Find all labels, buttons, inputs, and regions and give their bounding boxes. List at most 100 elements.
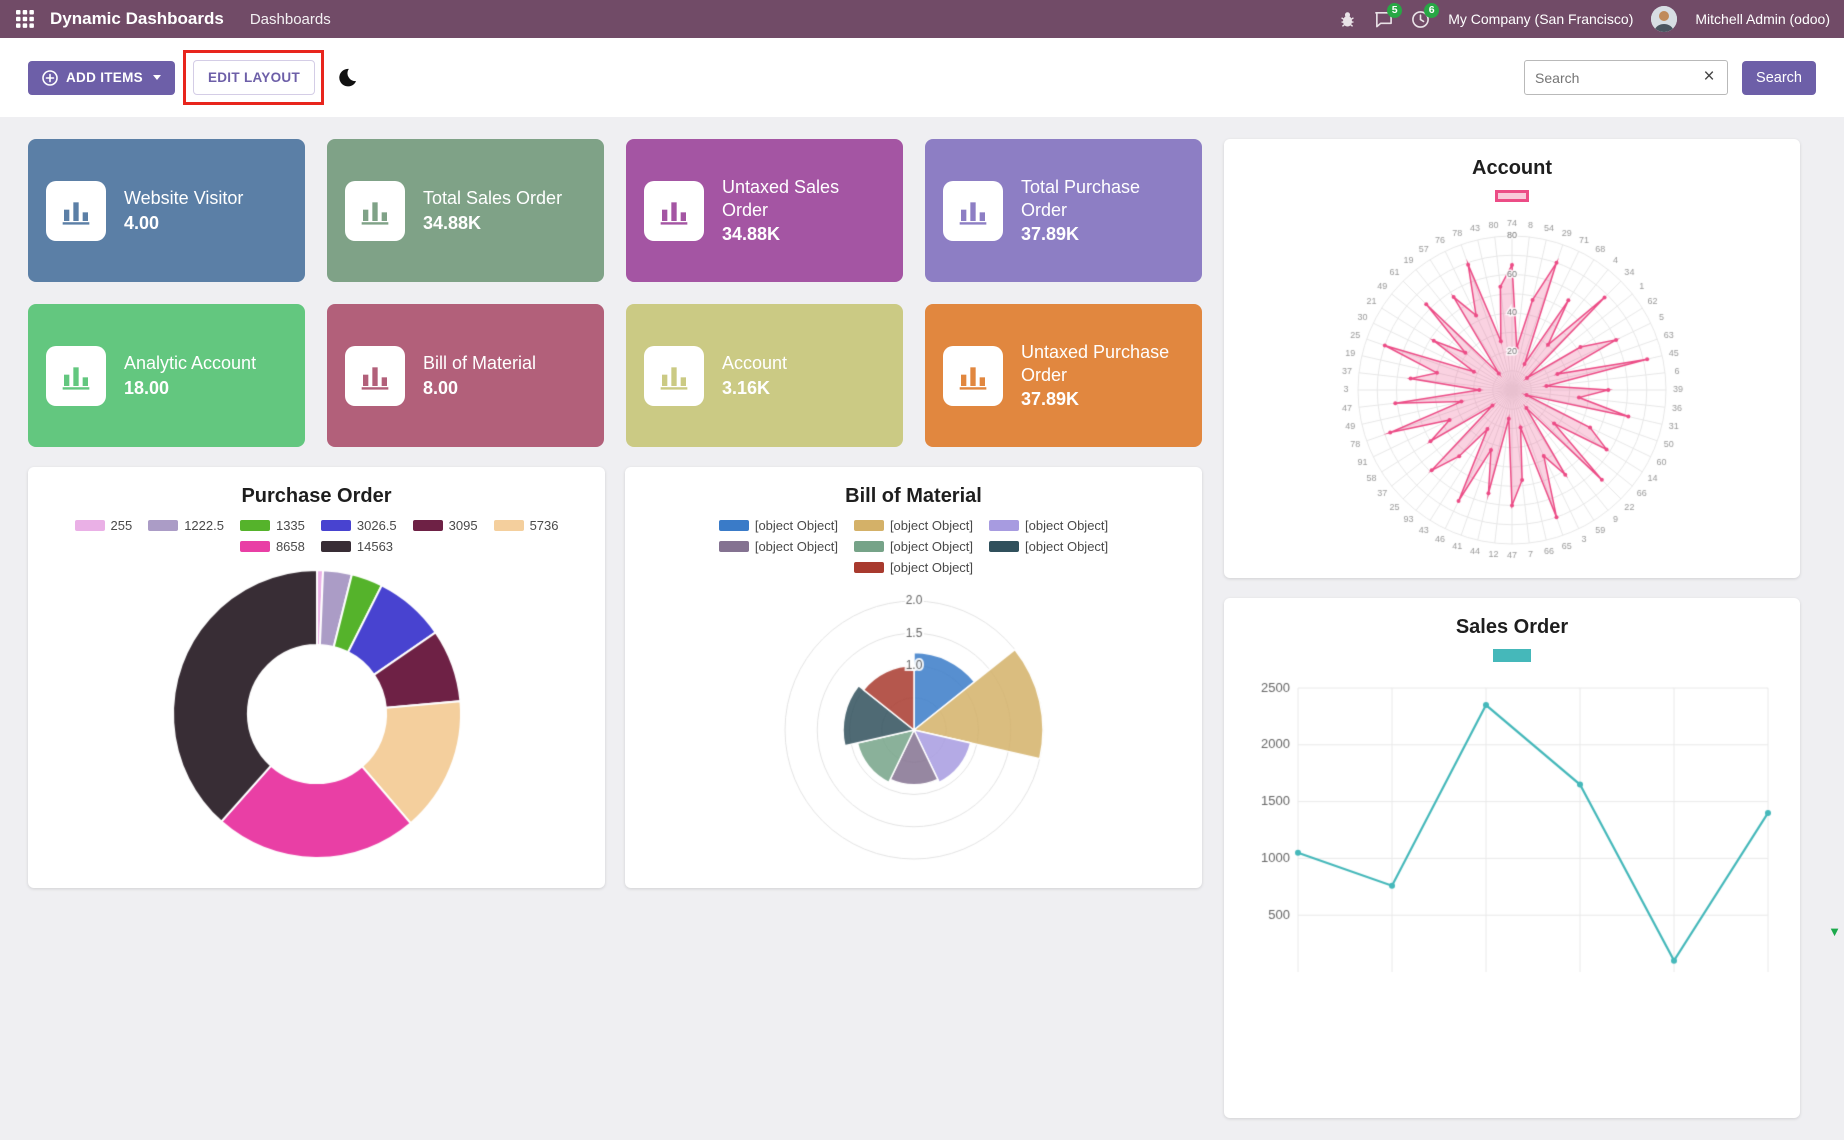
- legend-swatch: [854, 520, 884, 531]
- tile-value: 4.00: [124, 213, 243, 234]
- search-input[interactable]: [1525, 70, 1697, 86]
- legend-swatch: [321, 520, 351, 531]
- tile-value: 37.89K: [1021, 389, 1188, 410]
- legend-item[interactable]: [object Object]: [989, 539, 1108, 554]
- legend-item[interactable]: 3095: [413, 518, 478, 533]
- legend-item[interactable]: [object Object]: [854, 518, 973, 533]
- sales-order-card: Sales Order: [1224, 598, 1800, 1118]
- user-avatar[interactable]: [1651, 6, 1677, 32]
- tile-bill-of-material[interactable]: Bill of Material 8.00: [327, 304, 604, 447]
- purchase-order-legend: 255 1222.5 1335 3026.5 3095 5736 8658 14563: [72, 518, 562, 554]
- legend-swatch: [854, 541, 884, 552]
- legend-item[interactable]: [object Object]: [719, 539, 838, 554]
- legend-swatch: [75, 520, 105, 531]
- kpi-tiles: Website Visitor 4.00 Total Sales Order 3…: [28, 139, 1202, 447]
- legend-label: 14563: [357, 539, 393, 554]
- tile-text: Total Sales Order 34.88K: [423, 187, 562, 234]
- legend-label: [object Object]: [1025, 518, 1108, 533]
- account-card: Account: [1224, 139, 1800, 578]
- tile-title: Untaxed Sales Order: [722, 176, 889, 221]
- dark-mode-toggle[interactable]: [337, 67, 358, 88]
- legend-item[interactable]: 14563: [321, 539, 393, 554]
- tile-total-sales-order[interactable]: Total Sales Order 34.88K: [327, 139, 604, 282]
- search-button[interactable]: Search: [1742, 61, 1816, 95]
- caret-down-icon: [153, 75, 161, 80]
- legend-item[interactable]: 1335: [240, 518, 305, 533]
- bar-chart-icon: [943, 181, 1003, 241]
- menu-dashboards[interactable]: Dashboards: [250, 11, 331, 28]
- sales-order-line-chart[interactable]: [1242, 672, 1782, 1002]
- moon-icon: [337, 67, 358, 88]
- legend-item[interactable]: 8658: [240, 539, 305, 554]
- legend-item[interactable]: [object Object]: [854, 560, 973, 575]
- legend-item[interactable]: [object Object]: [854, 539, 973, 554]
- bar-chart-icon: [345, 181, 405, 241]
- bill-of-material-title: Bill of Material: [641, 485, 1186, 508]
- legend-item[interactable]: 3026.5: [321, 518, 397, 533]
- purchase-order-title: Purchase Order: [44, 485, 589, 508]
- tile-value: 18.00: [124, 378, 256, 399]
- tile-untaxed-sales-order[interactable]: Untaxed Sales Order 34.88K: [626, 139, 903, 282]
- charts-row: Purchase Order 255 1222.5 1335 3026.5 3095 57…: [28, 467, 1202, 888]
- company-switcher[interactable]: My Company (San Francisco): [1448, 11, 1633, 27]
- tile-account[interactable]: Account 3.16K: [626, 304, 903, 447]
- account-legend-swatch[interactable]: [1495, 190, 1529, 202]
- debug-icon[interactable]: [1339, 11, 1356, 28]
- legend-label: [object Object]: [890, 539, 973, 554]
- legend-item[interactable]: [object Object]: [719, 518, 838, 533]
- legend-label: 8658: [276, 539, 305, 554]
- account-radar-chart[interactable]: [1242, 212, 1782, 564]
- legend-item[interactable]: [object Object]: [989, 518, 1108, 533]
- user-menu[interactable]: Mitchell Admin (odoo): [1695, 11, 1830, 27]
- legend-swatch: [989, 541, 1019, 552]
- legend-swatch: [148, 520, 178, 531]
- legend-label: [object Object]: [890, 560, 973, 575]
- tile-analytic-account[interactable]: Analytic Account 18.00: [28, 304, 305, 447]
- right-column: Account Sales Order: [1224, 139, 1800, 1118]
- legend-label: [object Object]: [1025, 539, 1108, 554]
- tile-title: Total Purchase Order: [1021, 176, 1188, 221]
- bill-of-material-polar-chart[interactable]: [644, 585, 1184, 875]
- tile-website-visitor[interactable]: Website Visitor 4.00: [28, 139, 305, 282]
- legend-swatch: [240, 520, 270, 531]
- bill-of-material-legend: [object Object] [object Object] [object Ob…: [689, 518, 1139, 575]
- tile-untaxed-purchase-order[interactable]: Untaxed Purchase Order 37.89K: [925, 304, 1202, 447]
- tile-text: Total Purchase Order 37.89K: [1021, 176, 1188, 245]
- legend-swatch: [321, 541, 351, 552]
- tile-total-purchase-order[interactable]: Total Purchase Order 37.89K: [925, 139, 1202, 282]
- legend-swatch: [719, 520, 749, 531]
- search-box: ×: [1524, 60, 1728, 95]
- activities-menu[interactable]: 6: [1411, 10, 1430, 29]
- purchase-order-doughnut-chart[interactable]: [47, 564, 587, 864]
- sales-order-title: Sales Order: [1240, 616, 1784, 639]
- app-title[interactable]: Dynamic Dashboards: [50, 9, 224, 29]
- messages-menu[interactable]: 5: [1374, 10, 1393, 29]
- tile-text: Analytic Account 18.00: [124, 352, 256, 399]
- legend-label: 5736: [530, 518, 559, 533]
- left-column: Website Visitor 4.00 Total Sales Order 3…: [28, 139, 1202, 888]
- dashboard-toolbar: ADD ITEMS EDIT LAYOUT × Search: [0, 38, 1844, 117]
- legend-item[interactable]: 1222.5: [148, 518, 224, 533]
- dashboard-main: Website Visitor 4.00 Total Sales Order 3…: [0, 117, 1844, 1140]
- legend-item[interactable]: 5736: [494, 518, 559, 533]
- tile-value: 37.89K: [1021, 224, 1188, 245]
- scroll-down-indicator[interactable]: ▼: [1828, 925, 1841, 938]
- bar-chart-icon: [644, 346, 704, 406]
- legend-label: [object Object]: [890, 518, 973, 533]
- legend-label: 255: [111, 518, 133, 533]
- sales-legend-swatch[interactable]: [1493, 649, 1531, 662]
- legend-label: 1335: [276, 518, 305, 533]
- edit-layout-wrap: EDIT LAYOUT: [193, 60, 315, 95]
- top-navbar: Dynamic Dashboards Dashboards 5 6: [0, 0, 1844, 38]
- clear-search-button[interactable]: ×: [1697, 67, 1727, 89]
- tile-text: Untaxed Purchase Order 37.89K: [1021, 341, 1188, 410]
- legend-swatch: [494, 520, 524, 531]
- account-legend: [1240, 190, 1784, 202]
- apps-grid-icon[interactable]: [14, 8, 36, 30]
- add-items-button[interactable]: ADD ITEMS: [28, 61, 175, 95]
- legend-item[interactable]: 255: [75, 518, 133, 533]
- edit-layout-button[interactable]: EDIT LAYOUT: [193, 60, 315, 95]
- legend-swatch: [989, 520, 1019, 531]
- plus-circle-icon: [42, 70, 58, 86]
- legend-label: [object Object]: [755, 518, 838, 533]
